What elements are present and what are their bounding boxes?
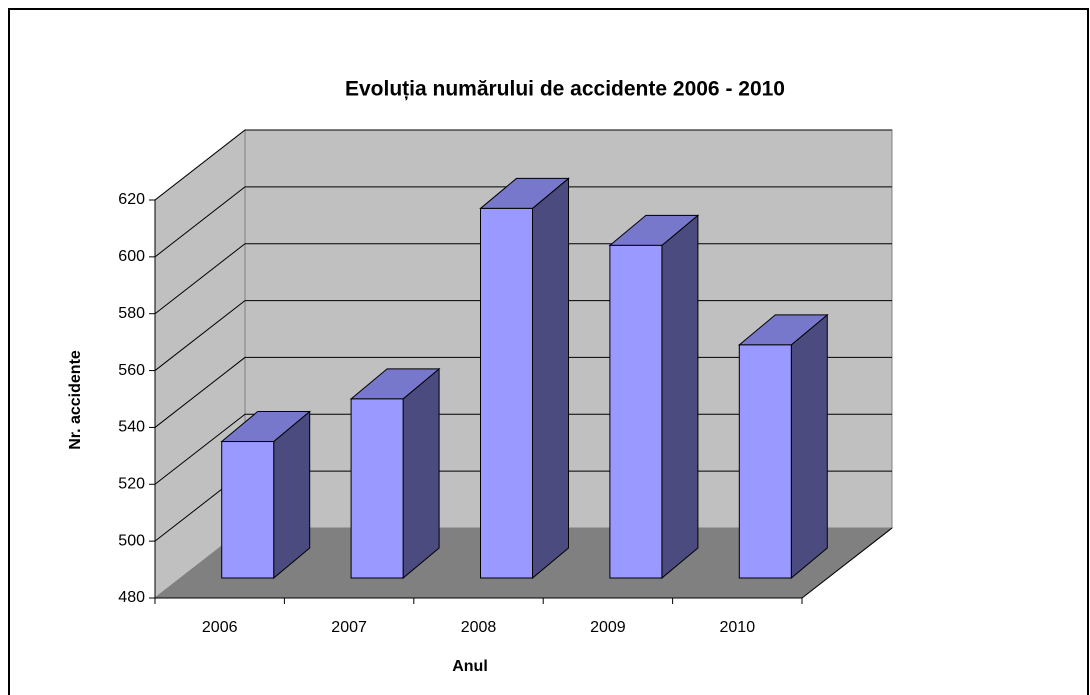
x-tick-label: 2010	[720, 619, 756, 636]
bar-side	[532, 177, 569, 580]
bar-side	[790, 313, 828, 580]
x-axis-label: Anul	[452, 658, 488, 675]
grid-line	[154, 186, 892, 258]
x-tick-label: 2007	[331, 619, 367, 636]
floor-edge	[801, 527, 893, 599]
bar	[609, 244, 663, 579]
y-tick-label: 600	[118, 248, 145, 265]
grid-line	[154, 129, 892, 201]
x-tick-label: 2008	[461, 619, 497, 636]
x-tick-label: 2009	[590, 619, 626, 636]
chart-title: Evoluția numărului de accidente 2006 - 2…	[345, 78, 785, 101]
bar	[480, 207, 533, 579]
y-axis-label: Nr. accidente	[67, 350, 84, 450]
x-tick-label: 2006	[202, 619, 238, 636]
bar-side	[402, 367, 440, 580]
y-tick-label: 520	[118, 476, 145, 493]
y-tick-label: 580	[118, 305, 145, 322]
y-tick-label: 620	[118, 191, 145, 208]
bar	[350, 398, 404, 579]
bar	[221, 441, 275, 579]
y-tick-label: 480	[118, 589, 145, 606]
y-tick-label: 560	[118, 362, 145, 379]
y-tick-label: 540	[118, 419, 145, 436]
bar	[738, 344, 792, 579]
bar-side	[661, 214, 699, 580]
y-tick-label: 500	[118, 532, 145, 549]
